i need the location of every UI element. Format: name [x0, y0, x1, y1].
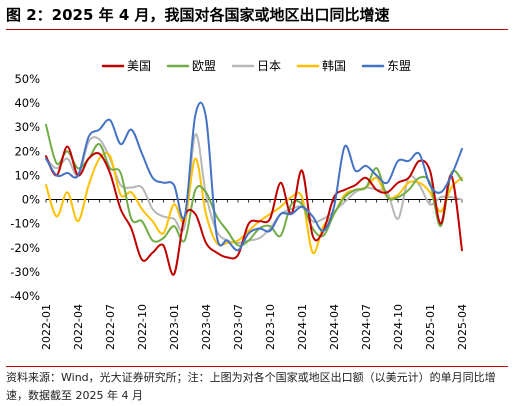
title-divider [6, 29, 508, 30]
x-tick-label: 2022-10 [136, 304, 149, 350]
legend-label: 欧盟 [192, 59, 216, 73]
line-chart: 美国 欧盟 日本 韩国 东盟 -40% -30% -20% -10% 0% 10% 20% 30% 40… [10, 58, 469, 350]
x-tick-label: 2024-07 [360, 304, 373, 350]
x-tick-label: 2024-04 [328, 304, 341, 350]
x-tick-label: 2022-07 [104, 304, 117, 350]
series-line-1 [45, 145, 463, 276]
legend-label: 美国 [127, 59, 151, 73]
x-tick-label: 2023-01 [168, 304, 181, 350]
x-tick-label: 2023-10 [264, 304, 277, 350]
x-tick-label: 2022-04 [72, 304, 85, 350]
x-axis: 2022-01 2022-04 2022-07 2022-10 2023-01 2023-… [40, 199, 469, 350]
legend-label: 日本 [257, 59, 281, 73]
x-tick-label: 2025-04 [456, 304, 469, 350]
y-tick-label: -40% [10, 289, 40, 303]
x-tick-label: 2022-01 [40, 304, 53, 350]
x-tick-label: 2023-07 [232, 304, 245, 350]
y-tick-label: 0% [22, 193, 40, 207]
footnote-divider [6, 366, 508, 367]
y-tick-label: 30% [14, 120, 40, 134]
legend-label: 韩国 [322, 58, 346, 73]
y-tick-label: 20% [14, 144, 40, 158]
y-tick-label: 40% [14, 96, 40, 110]
y-tick-label: 50% [14, 72, 40, 86]
source-note: 资料来源：Wind，光大证券研究所；注：上图为对各个国家或地区出口额（以美元计）… [6, 371, 496, 402]
x-tick-label: 2023-04 [200, 304, 213, 350]
y-tick-label: -10% [10, 217, 40, 231]
y-axis: -40% -30% -20% -10% 0% 10% 20% 30% 40% 50% [10, 72, 40, 303]
y-tick-label: -30% [10, 265, 40, 279]
y-tick-label: 10% [14, 168, 40, 182]
series-line-2 [45, 123, 463, 247]
series-line-4 [45, 152, 463, 255]
legend: 美国 欧盟 日本 韩国 东盟 [101, 58, 411, 73]
figure-title: 图 2：2025 年 4 月，我国对各国家或地区出口同比增速 [6, 6, 390, 24]
x-tick-label: 2024-01 [296, 304, 309, 350]
x-tick-label: 2025-01 [424, 304, 437, 350]
x-tick-label: 2024-10 [392, 304, 405, 350]
legend-label: 东盟 [387, 59, 411, 73]
y-tick-label: -20% [10, 241, 40, 255]
series-line-5 [45, 101, 463, 252]
series-lines [45, 101, 463, 276]
